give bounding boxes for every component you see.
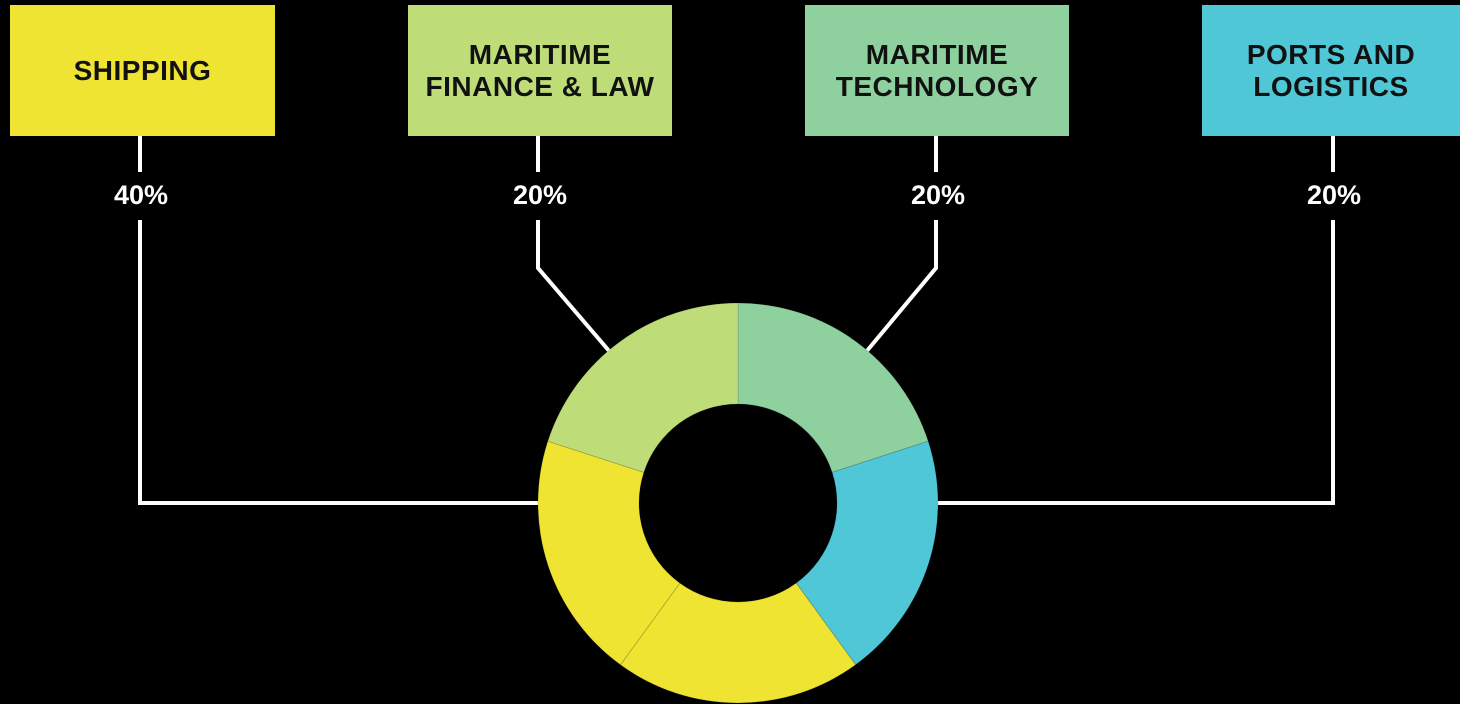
category-label-maritime-finance-law: MARITIME FINANCE & LAW <box>425 38 655 102</box>
percent-label-ports-logistics: 20% <box>1307 180 1361 210</box>
percent-label-maritime-finance-law: 20% <box>513 180 567 210</box>
donut-slices <box>537 302 939 704</box>
slice-shipping-part-1 <box>619 582 857 704</box>
category-box-maritime-finance-law: MARITIME FINANCE & LAW <box>408 5 672 136</box>
connector-ports-logistics-bottom <box>937 220 1335 505</box>
category-box-ports-logistics: PORTS AND LOGISTICS <box>1202 5 1460 136</box>
category-label-maritime-technology: MARITIME TECHNOLOGY <box>835 38 1039 102</box>
slice-maritime-finance-law <box>547 302 739 474</box>
connector-maritime-finance-law-bottom <box>536 220 612 354</box>
slice-shipping-part-2 <box>537 440 681 666</box>
connector-maritime-technology-bottom <box>864 220 938 354</box>
slice-maritime-technology <box>737 302 929 474</box>
category-box-shipping: SHIPPING <box>10 5 275 136</box>
category-label-ports-logistics: PORTS AND LOGISTICS <box>1246 38 1416 102</box>
slice-ports-logistics <box>795 440 939 666</box>
percent-label-shipping: 40% <box>114 180 168 210</box>
category-box-maritime-technology: MARITIME TECHNOLOGY <box>805 5 1069 136</box>
connector-lines <box>138 136 1335 505</box>
connector-shipping-bottom <box>138 220 540 505</box>
percent-labels: 40% 20% 20% 20% <box>114 180 1361 210</box>
category-label-shipping: SHIPPING <box>73 54 212 86</box>
percent-label-maritime-technology: 20% <box>911 180 965 210</box>
